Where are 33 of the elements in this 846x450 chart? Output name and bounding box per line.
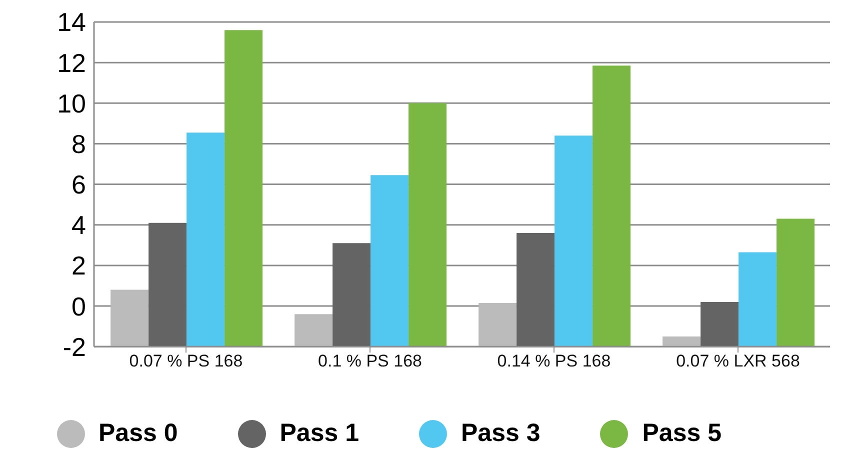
- x-tick-label: 0.14 % PS 168: [497, 352, 611, 371]
- bar: [370, 175, 409, 347]
- bar: [332, 243, 371, 347]
- bar: [662, 336, 701, 347]
- bar: [478, 302, 517, 347]
- y-tick-label: 0: [72, 291, 86, 322]
- bar: [186, 132, 225, 347]
- y-tick-label: 10: [57, 88, 86, 118]
- bar: [554, 136, 593, 347]
- y-tick-label: 8: [72, 128, 86, 159]
- bar: [294, 314, 333, 347]
- x-tick-label: 0.07 % LXR 568: [676, 352, 800, 371]
- y-tick-label: 12: [57, 48, 86, 78]
- y-tick-label: 6: [72, 170, 86, 200]
- legend-label: Pass 0: [98, 418, 178, 447]
- bar: [224, 30, 263, 347]
- y-tick-label: 2: [72, 250, 86, 281]
- bar: [148, 222, 187, 347]
- legend-label: Pass 1: [280, 418, 359, 447]
- bar: [110, 290, 149, 347]
- x-tick-label: 0.07 % PS 168: [129, 352, 243, 371]
- y-tick-label: -2: [62, 332, 86, 362]
- bar: [738, 252, 777, 347]
- bar: [592, 66, 631, 347]
- y-tick-label: 14: [57, 7, 86, 38]
- x-tick-label: 0.1 % PS 168: [318, 352, 422, 371]
- legend-label: Pass 5: [642, 418, 722, 447]
- bar: [700, 302, 739, 347]
- bar: [776, 218, 815, 347]
- legend-label: Pass 3: [461, 418, 540, 447]
- y-tick-label: 4: [72, 210, 86, 240]
- bar: [408, 103, 447, 347]
- bar: [516, 232, 555, 347]
